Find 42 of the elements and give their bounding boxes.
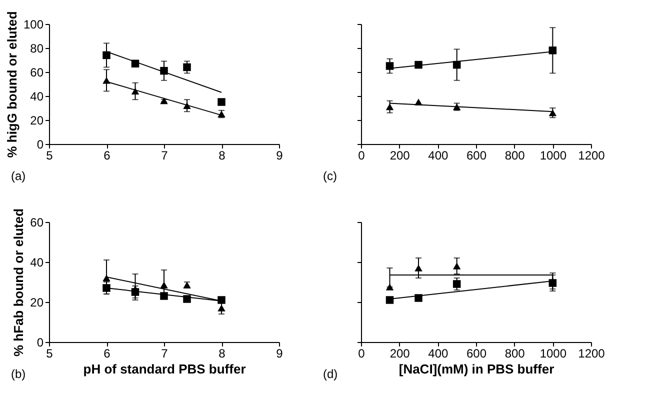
y-tick-label: 20	[30, 296, 44, 310]
y-axis-title: % higG bound or eluted	[4, 11, 20, 158]
x-tick-label: 1000	[540, 148, 567, 162]
x-tick-label: 800	[504, 346, 526, 360]
y-tick-label: 100	[23, 18, 44, 32]
x-tick-label: 600	[466, 148, 487, 162]
x-tick-label: 400	[428, 346, 448, 360]
x-tick-label: 8	[218, 346, 226, 360]
x-tick-label: 5	[46, 346, 54, 360]
y-tick-label: 80	[30, 42, 44, 56]
x-tick-label: 400	[428, 148, 448, 162]
y-tick-label: 40	[30, 256, 44, 270]
x-tick-label: 200	[390, 346, 410, 360]
x-tick-label: 7	[161, 346, 168, 360]
x-tick-label: 1200	[578, 346, 606, 360]
x-tick-label: 600	[466, 346, 487, 360]
x-tick-label: 5	[46, 148, 54, 162]
y-tick-label: 0	[36, 138, 44, 152]
x-tick-label: 6	[104, 148, 111, 162]
x-tick-label: 9	[276, 346, 284, 360]
x-tick-label: 1200	[578, 148, 606, 162]
text: (a)	[11, 169, 26, 183]
x-tick-label: 0	[358, 148, 366, 162]
x-tick-label: 0	[358, 346, 366, 360]
y-tick-label: 60	[30, 66, 44, 80]
text: (b)	[11, 367, 26, 381]
x-tick-label: 7	[161, 148, 168, 162]
x-tick-label: 200	[390, 148, 410, 162]
y-axis-title: % hFab bound or eluted	[11, 208, 26, 357]
y-tick-label: 60	[30, 216, 44, 230]
y-tick-label: 0	[36, 336, 44, 350]
y-tick-label: 40	[30, 90, 44, 104]
y-tick-label: 20	[30, 114, 44, 128]
text: (c)	[323, 169, 337, 183]
x-tick-label: 9	[276, 148, 284, 162]
x-tick-label: 6	[104, 346, 111, 360]
x-tick-label: 1000	[540, 346, 567, 360]
x-tick-label: 800	[504, 148, 526, 162]
x-axis-title: pH of standard PBS buffer	[83, 362, 246, 376]
text: (d)	[323, 367, 338, 381]
x-tick-label: 8	[218, 148, 226, 162]
x-axis-title: [NaCI](mM) in PBS buffer	[398, 362, 554, 376]
